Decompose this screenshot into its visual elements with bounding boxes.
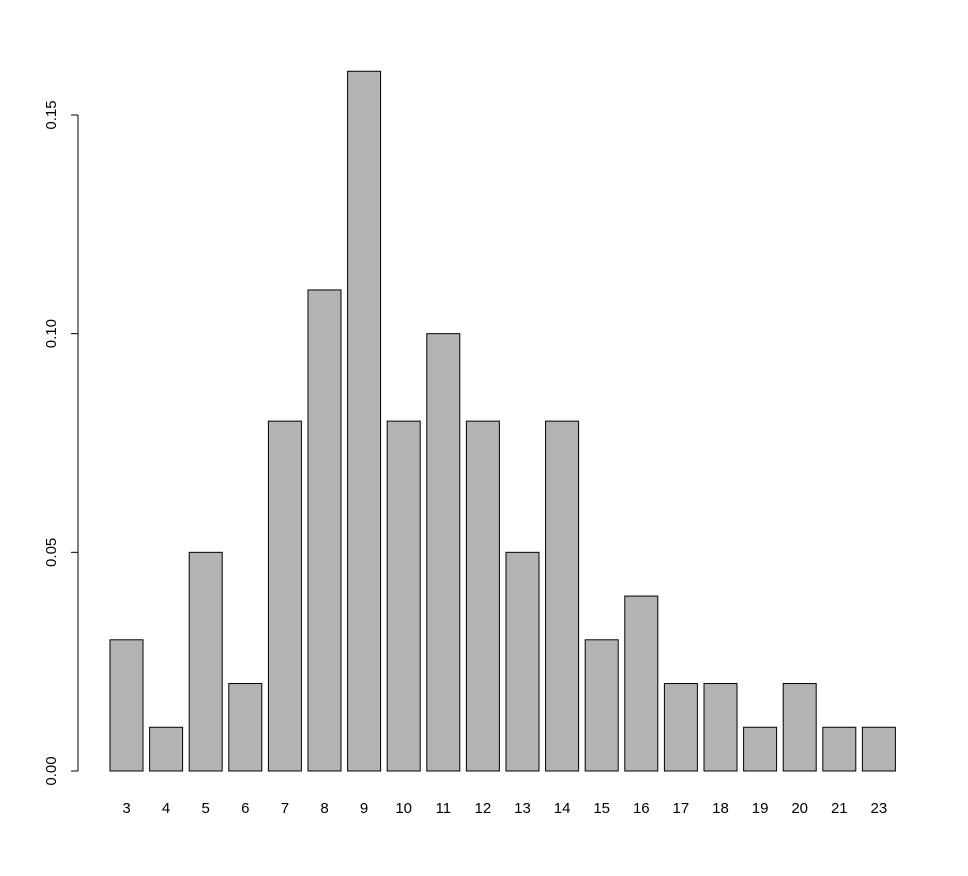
bar-11	[426, 333, 461, 772]
y-tick-label: 0.00	[43, 756, 60, 785]
x-tick-label-13: 13	[514, 800, 531, 817]
x-tick-label-20: 20	[791, 800, 808, 817]
x-axis-labels: 3 4 5 6 7 8 9 10 11 12 13 14 15 16 17 18 19 20 21 23	[122, 800, 887, 817]
x-tick-label-18: 18	[712, 800, 729, 817]
x-tick-label-23: 23	[871, 800, 888, 817]
x-tick-label-19: 19	[752, 800, 769, 817]
x-tick-label-17: 17	[673, 800, 690, 817]
bar-6	[228, 683, 263, 772]
bar-10	[386, 420, 421, 772]
x-tick-label-14: 14	[554, 800, 571, 817]
bar-7	[267, 420, 302, 772]
bar-17	[663, 683, 698, 772]
x-tick-label-11: 11	[436, 800, 452, 817]
y-axis: 0.00 0.05 0.10 0.15	[43, 100, 79, 786]
y-tick-label: 0.05	[43, 538, 60, 567]
x-tick-label-7: 7	[281, 800, 289, 817]
x-tick-label-5: 5	[202, 800, 210, 817]
bar-14	[545, 420, 580, 772]
bar-4	[149, 726, 184, 772]
y-tick-label: 0.15	[43, 100, 60, 129]
x-tick-label-16: 16	[633, 800, 650, 817]
bar-16	[624, 595, 659, 772]
bar-23	[861, 726, 896, 772]
x-tick-label-4: 4	[162, 800, 170, 817]
x-tick-label-21: 21	[831, 800, 848, 817]
bar-21	[822, 726, 857, 772]
bar-5	[188, 551, 223, 772]
bars-group	[109, 70, 896, 772]
x-tick-label-3: 3	[122, 800, 130, 817]
bar-18	[703, 683, 738, 772]
bar-3	[109, 639, 144, 772]
x-tick-label-6: 6	[241, 800, 249, 817]
bar-19	[743, 726, 778, 772]
bar-15	[584, 639, 619, 772]
bar-9	[347, 70, 382, 772]
x-tick-label-8: 8	[320, 800, 328, 817]
x-tick-label-15: 15	[593, 800, 610, 817]
bar-8	[307, 289, 342, 772]
y-tick-label: 0.10	[43, 319, 60, 348]
x-tick-label-9: 9	[360, 800, 368, 817]
bar-20	[782, 683, 817, 772]
x-tick-label-12: 12	[475, 800, 492, 817]
bar-13	[505, 551, 540, 772]
x-tick-label-10: 10	[395, 800, 412, 817]
bar-12	[465, 420, 500, 772]
